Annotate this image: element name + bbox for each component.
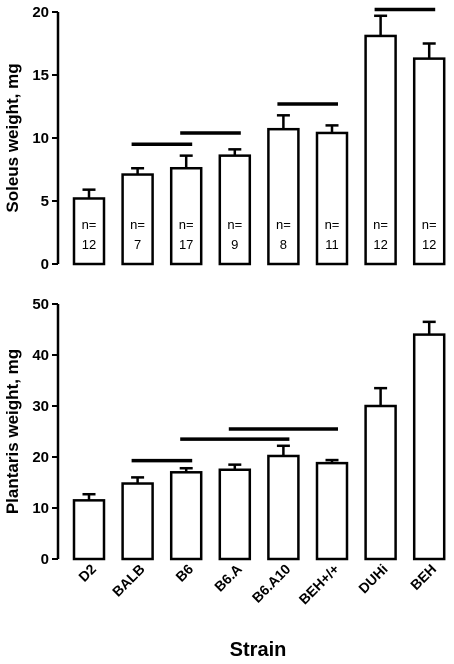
soleus-y-tick-label: 5	[41, 193, 49, 210]
plantaris-bar	[169, 471, 203, 561]
x-tick-label: BALB	[109, 561, 148, 600]
plantaris-bar	[218, 468, 252, 561]
soleus-bar	[364, 34, 397, 266]
x-tick-label: DUHi	[355, 561, 391, 597]
x-tick-labels: D2 BALB B6 B6.A B6.A10 BEH+/+ DUHi BEH	[75, 561, 439, 608]
soleus-n-label: n=	[422, 217, 437, 232]
soleus-y-axis-title: Soleus weight, mg	[3, 63, 22, 212]
plantaris-y-tick-label: 20	[32, 449, 49, 466]
soleus-y-tick-label: 0	[41, 256, 49, 273]
soleus-n-value: 12	[373, 237, 387, 252]
plantaris-bar	[364, 404, 397, 561]
soleus-n-value: 17	[179, 237, 193, 252]
soleus-bar	[315, 131, 349, 266]
plantaris-y-tick-label: 0	[41, 551, 49, 568]
x-tick-label: B6	[172, 561, 196, 585]
plantaris-bar	[412, 333, 446, 561]
soleus-bar	[169, 166, 203, 266]
soleus-n-label: n=	[373, 217, 388, 232]
x-tick-label: BEH+/+	[296, 561, 343, 608]
soleus-n-label: n=	[276, 217, 291, 232]
soleus-n-label: n=	[130, 217, 145, 232]
plantaris-y-tick-label: 40	[32, 347, 49, 364]
soleus-y-tick-label: 10	[32, 130, 49, 147]
soleus-y-tick-label: 15	[32, 67, 49, 84]
soleus-bar	[121, 173, 154, 266]
soleus-n-value: 11	[325, 237, 339, 252]
plantaris-y-tick-label: 50	[32, 296, 49, 313]
x-tick-label: B6.A10	[249, 561, 294, 606]
x-tick-label: BEH	[407, 561, 439, 593]
soleus-bar	[412, 57, 446, 266]
soleus-n-value: 7	[134, 237, 141, 252]
soleus-n-value: 12	[422, 237, 436, 252]
x-tick-label: D2	[75, 561, 99, 585]
soleus-y-tick-label: 20	[32, 4, 49, 21]
plantaris-bar	[315, 461, 349, 561]
soleus-n-value: 12	[82, 237, 96, 252]
plantaris-y-tick-label: 10	[32, 500, 49, 517]
plantaris-y-axis-title: Plantaris weight, mg	[3, 349, 22, 514]
soleus-bar	[267, 127, 300, 266]
x-axis-title: Strain	[230, 639, 287, 661]
soleus-n-value: 8	[280, 237, 287, 252]
soleus-n-label: n=	[227, 217, 242, 232]
soleus-n-value: 9	[231, 237, 238, 252]
plantaris-plot: 0 10 20 30 40 50 Plantaris weight, mg	[3, 296, 446, 568]
soleus-n-label: n=	[325, 217, 340, 232]
x-tick-label: B6.A	[211, 561, 245, 595]
soleus-n-label: n=	[179, 217, 194, 232]
soleus-n-label: n=	[82, 217, 97, 232]
plantaris-bar	[121, 482, 154, 561]
plantaris-y-tick-label: 30	[32, 398, 49, 415]
plantaris-bar	[267, 454, 300, 561]
soleus-plot: 0 5 10 15 20 Soleus weight, mg n= 12 n= 7 n= 17 n= 9 n…	[3, 4, 446, 273]
plantaris-bar	[72, 499, 106, 561]
